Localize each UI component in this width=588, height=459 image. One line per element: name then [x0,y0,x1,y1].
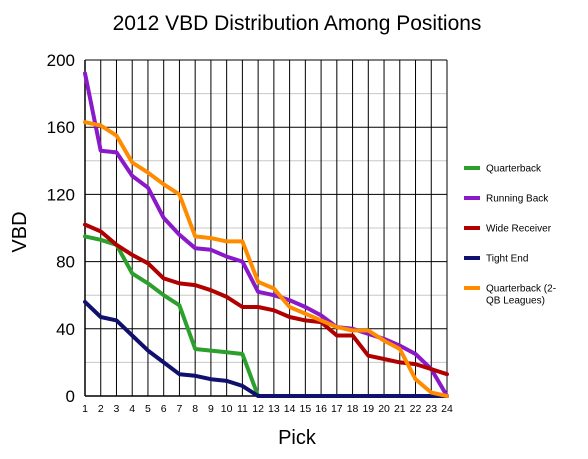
x-tick-label: 11 [237,403,248,415]
y-tick-label: 0 [66,387,75,406]
legend-label: Quarterback [486,164,542,175]
legend-label: Quarterback (2-QB Leagues) [486,284,556,307]
series-line-quarterback-2-qb-leagues [83,120,449,398]
x-tick-label: 21 [394,403,406,415]
x-tick-label: 12 [252,403,264,415]
legend-label: Tight End [486,254,528,265]
legend: Quarterback Running Back Wide Receiver Tigh… [464,164,556,307]
x-axis-title: Pick [278,427,317,449]
x-tick-label: 20 [378,403,390,415]
x-tick-label: 23 [425,403,437,415]
x-tick-label: 5 [145,403,151,415]
y-axis-title: VBD [9,211,31,252]
legend-label: Running Back [486,194,549,205]
x-tick-label: 13 [268,403,280,415]
x-tick-label: 19 [362,403,374,415]
y-tick-label: 160 [47,118,75,137]
x-tick-label: 1 [82,403,88,415]
series-line-running-back [83,71,449,398]
x-tick-label: 8 [192,403,198,415]
x-tick-label: 14 [284,403,296,415]
y-tick-label: 200 [47,51,75,70]
series-lines [83,71,449,398]
y-tick-label: 40 [56,320,75,339]
x-tick-label: 6 [161,403,167,415]
legend-label: Wide Receiver [486,224,552,235]
series-line-wide-receiver [83,222,449,377]
x-tick-label: 17 [331,403,343,415]
x-tick-label: 15 [300,403,312,415]
x-tick-label: 10 [221,403,233,415]
legend-item-quarterback-2-qb-leagues: Quarterback (2-QB Leagues) [464,284,556,307]
series-line-tight-end [83,299,449,398]
x-tick-label: 2 [98,403,104,415]
x-tick-label: 3 [114,403,120,415]
x-tick-label: 18 [347,403,359,415]
x-tick-label: 16 [315,403,327,415]
x-tick-label: 24 [441,403,453,415]
legend-item-wide-receiver: Wide Receiver [464,224,552,235]
y-tick-label: 80 [56,253,75,272]
x-tick-label: 9 [208,403,214,415]
legend-item-running-back: Running Back [464,194,549,205]
x-tick-label: 22 [410,403,422,415]
legend-item-quarterback: Quarterback [464,164,542,175]
legend-item-tight-end: Tight End [464,254,528,265]
x-tick-label: 4 [129,403,135,415]
y-tick-label: 120 [47,185,75,204]
chart-title: 2012 VBD Distribution Among Positions [113,12,482,35]
x-tick-label: 7 [177,403,183,415]
